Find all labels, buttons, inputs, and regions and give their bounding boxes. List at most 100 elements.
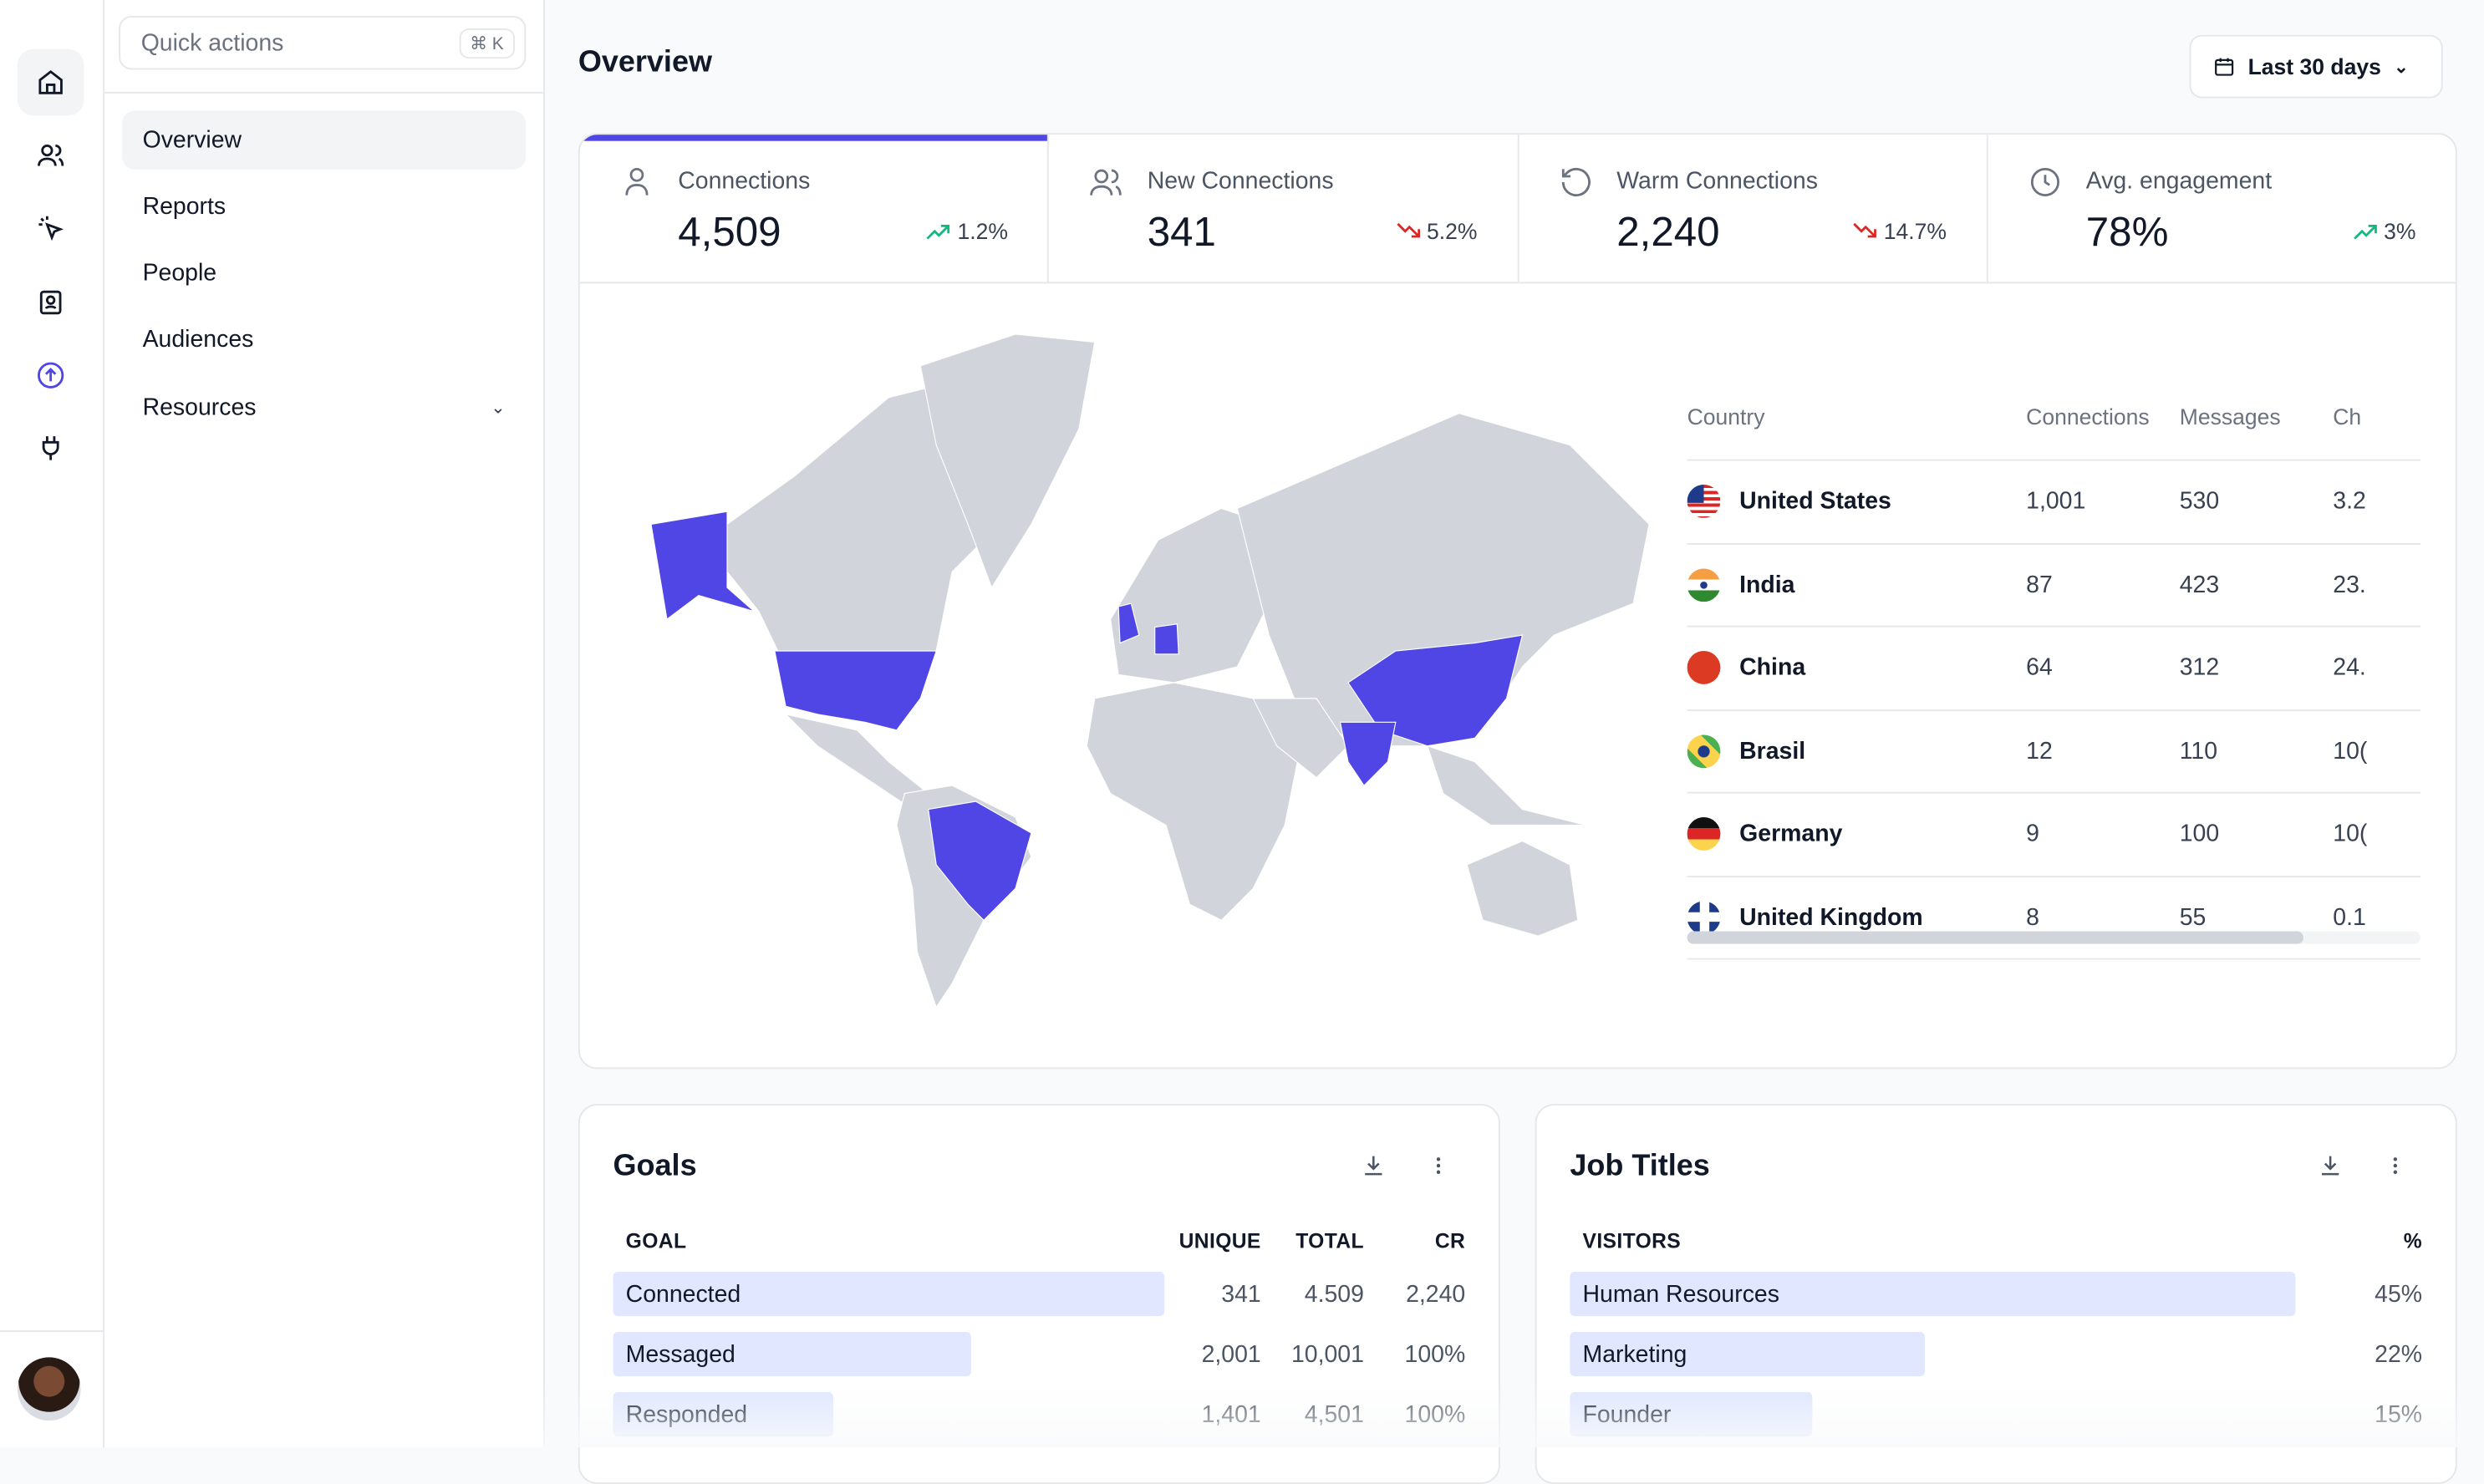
table-row[interactable]: Marketing 22% <box>1570 1324 2422 1385</box>
flag-icon <box>1687 485 1721 519</box>
table-row[interactable]: India 87 423 23. <box>1687 544 2421 628</box>
table-header: Country Connections Messages Ch <box>1687 404 2421 461</box>
country-table: Country Connections Messages Ch United Stat… <box>1687 404 2421 960</box>
cr-cell: 2,240 <box>1406 1280 1466 1308</box>
download-icon[interactable] <box>2318 1153 2343 1178</box>
sidebar-item-label: Resources <box>142 394 257 422</box>
table-row[interactable]: Germany 9 100 10( <box>1687 794 2421 877</box>
column-header[interactable]: Connections <box>2026 404 2150 429</box>
table-row[interactable]: Messaged 2,001 10,001 100% <box>613 1324 1466 1385</box>
kpi-avg-engagement[interactable]: Avg. engagement 78% 3% <box>1988 135 2456 282</box>
table-row[interactable]: United States 1,001 530 3.2 <box>1687 461 2421 545</box>
messages-cell: 100 <box>2179 821 2220 848</box>
table-row[interactable]: Human Resources 45% <box>1570 1264 2422 1324</box>
table-row[interactable]: Brasil 12 110 10( <box>1687 710 2421 794</box>
trend-up-icon <box>927 225 950 240</box>
download-icon[interactable] <box>1361 1153 1386 1178</box>
cursor-click-icon[interactable] <box>18 195 84 262</box>
table-row[interactable]: Connected 341 4.509 2,240 <box>613 1264 1466 1324</box>
quick-actions-input[interactable]: Quick actions ⌘ K <box>119 15 527 70</box>
column-header[interactable]: Messages <box>2179 404 2281 429</box>
kpi-delta: 14.7% <box>1883 218 1947 244</box>
messages-cell: 55 <box>2179 903 2207 932</box>
kpi-connections[interactable]: Connections 4,509 1.2% <box>579 135 1050 282</box>
table-row[interactable]: China 64 312 24. <box>1687 628 2421 711</box>
upload-circle-icon[interactable] <box>18 342 84 409</box>
divider <box>104 91 544 94</box>
kpi-value: 341 <box>1147 207 1216 256</box>
ch-cell: 10( <box>2333 737 2368 765</box>
column-header[interactable]: VISITORS <box>1582 1228 1682 1253</box>
ch-cell: 23. <box>2333 571 2366 598</box>
connections-cell: 8 <box>2026 903 2039 932</box>
connections-cell: 9 <box>2026 821 2039 848</box>
users-icon[interactable] <box>18 122 84 189</box>
column-header[interactable]: % <box>2403 1228 2423 1253</box>
unique-cell: 1,401 <box>1201 1400 1261 1428</box>
table-row[interactable]: Responded 1,401 4,501 100% <box>613 1385 1466 1445</box>
unique-cell: 2,001 <box>1201 1340 1261 1368</box>
kpi-warm-connections[interactable]: Warm Connections 2,240 14.7% <box>1519 135 1988 282</box>
column-header[interactable]: Ch <box>2333 404 2362 429</box>
map-region-brazil <box>928 800 1032 922</box>
refresh-icon <box>1560 168 1590 196</box>
cr-cell: 100% <box>1404 1400 1466 1428</box>
connections-cell: 12 <box>2026 737 2053 765</box>
table-row[interactable]: United Kingdom 8 55 0.1 <box>1687 877 2421 960</box>
map-region-germany <box>1154 623 1179 655</box>
goals-card: Goals GOAL UNIQUE TOTAL CR Connected 341 4.509… <box>578 1104 1500 1484</box>
map-region-usa <box>774 650 937 731</box>
column-header[interactable]: GOAL <box>625 1228 687 1253</box>
map-region-india <box>1339 721 1397 787</box>
column-header[interactable]: Country <box>1687 404 1765 429</box>
sidebar-item-people[interactable]: People <box>122 244 526 302</box>
map-region-australia <box>1466 840 1579 937</box>
total-cell: 10,001 <box>1290 1340 1364 1368</box>
flag-icon <box>1687 901 1721 934</box>
column-header[interactable]: CR <box>1434 1228 1466 1253</box>
country-name: India <box>1739 571 1795 598</box>
calendar-icon <box>2215 58 2234 76</box>
goal-bar <box>613 1272 1165 1317</box>
flag-icon <box>1687 817 1721 851</box>
kpi-label: Avg. engagement <box>2085 167 2273 196</box>
sidebar-item-overview[interactable]: Overview <box>121 110 527 170</box>
map-region-middle-east <box>1252 698 1349 779</box>
kpi-value: 2,240 <box>1616 207 1720 256</box>
user-icon <box>625 167 649 196</box>
sidebar-item-resources[interactable]: Resources ⌄ <box>122 379 526 437</box>
more-vertical-icon[interactable] <box>2385 1153 2407 1178</box>
plug-icon[interactable] <box>18 415 84 482</box>
unique-cell: 341 <box>1221 1280 1261 1308</box>
kpi-label: Connections <box>678 167 811 196</box>
connections-cell: 87 <box>2026 571 2053 598</box>
job-titles-title: Job Titles <box>1570 1150 1710 1183</box>
more-vertical-icon[interactable] <box>1428 1153 1450 1178</box>
horizontal-scrollbar[interactable] <box>1687 931 2421 944</box>
sidebar-item-audiences[interactable]: Audiences <box>122 310 526 368</box>
map-region-uk <box>1117 602 1140 644</box>
avatar[interactable] <box>17 1357 81 1421</box>
contact-icon[interactable] <box>18 269 84 336</box>
kpi-new-connections[interactable]: New Connections 341 5.2% <box>1049 135 1519 282</box>
home-icon[interactable] <box>17 48 84 116</box>
page-title: Overview <box>578 45 712 79</box>
cr-cell: 100% <box>1404 1340 1466 1368</box>
total-cell: 4.509 <box>1304 1280 1364 1308</box>
country-name: Germany <box>1739 821 1843 848</box>
job-label: Human Resources <box>1582 1280 1779 1308</box>
job-label: Founder <box>1582 1400 1672 1428</box>
sidebar-item-label: People <box>142 259 217 287</box>
column-header[interactable]: UNIQUE <box>1178 1228 1261 1253</box>
scrollbar-thumb[interactable] <box>1687 931 2303 944</box>
flag-icon <box>1687 651 1721 685</box>
table-row[interactable]: Founder 15% <box>1570 1385 2422 1445</box>
sidebar-item-reports[interactable]: Reports <box>122 177 526 236</box>
date-range-label: Last 30 days <box>2247 53 2381 79</box>
country-name: China <box>1739 654 1806 682</box>
kpi-label: Warm Connections <box>1616 167 1818 196</box>
date-range-select[interactable]: Last 30 days ⌄ <box>2189 34 2443 99</box>
column-header[interactable]: TOTAL <box>1295 1228 1364 1253</box>
shortcut-badge: ⌘ K <box>458 28 516 58</box>
job-label: Marketing <box>1582 1340 1687 1368</box>
